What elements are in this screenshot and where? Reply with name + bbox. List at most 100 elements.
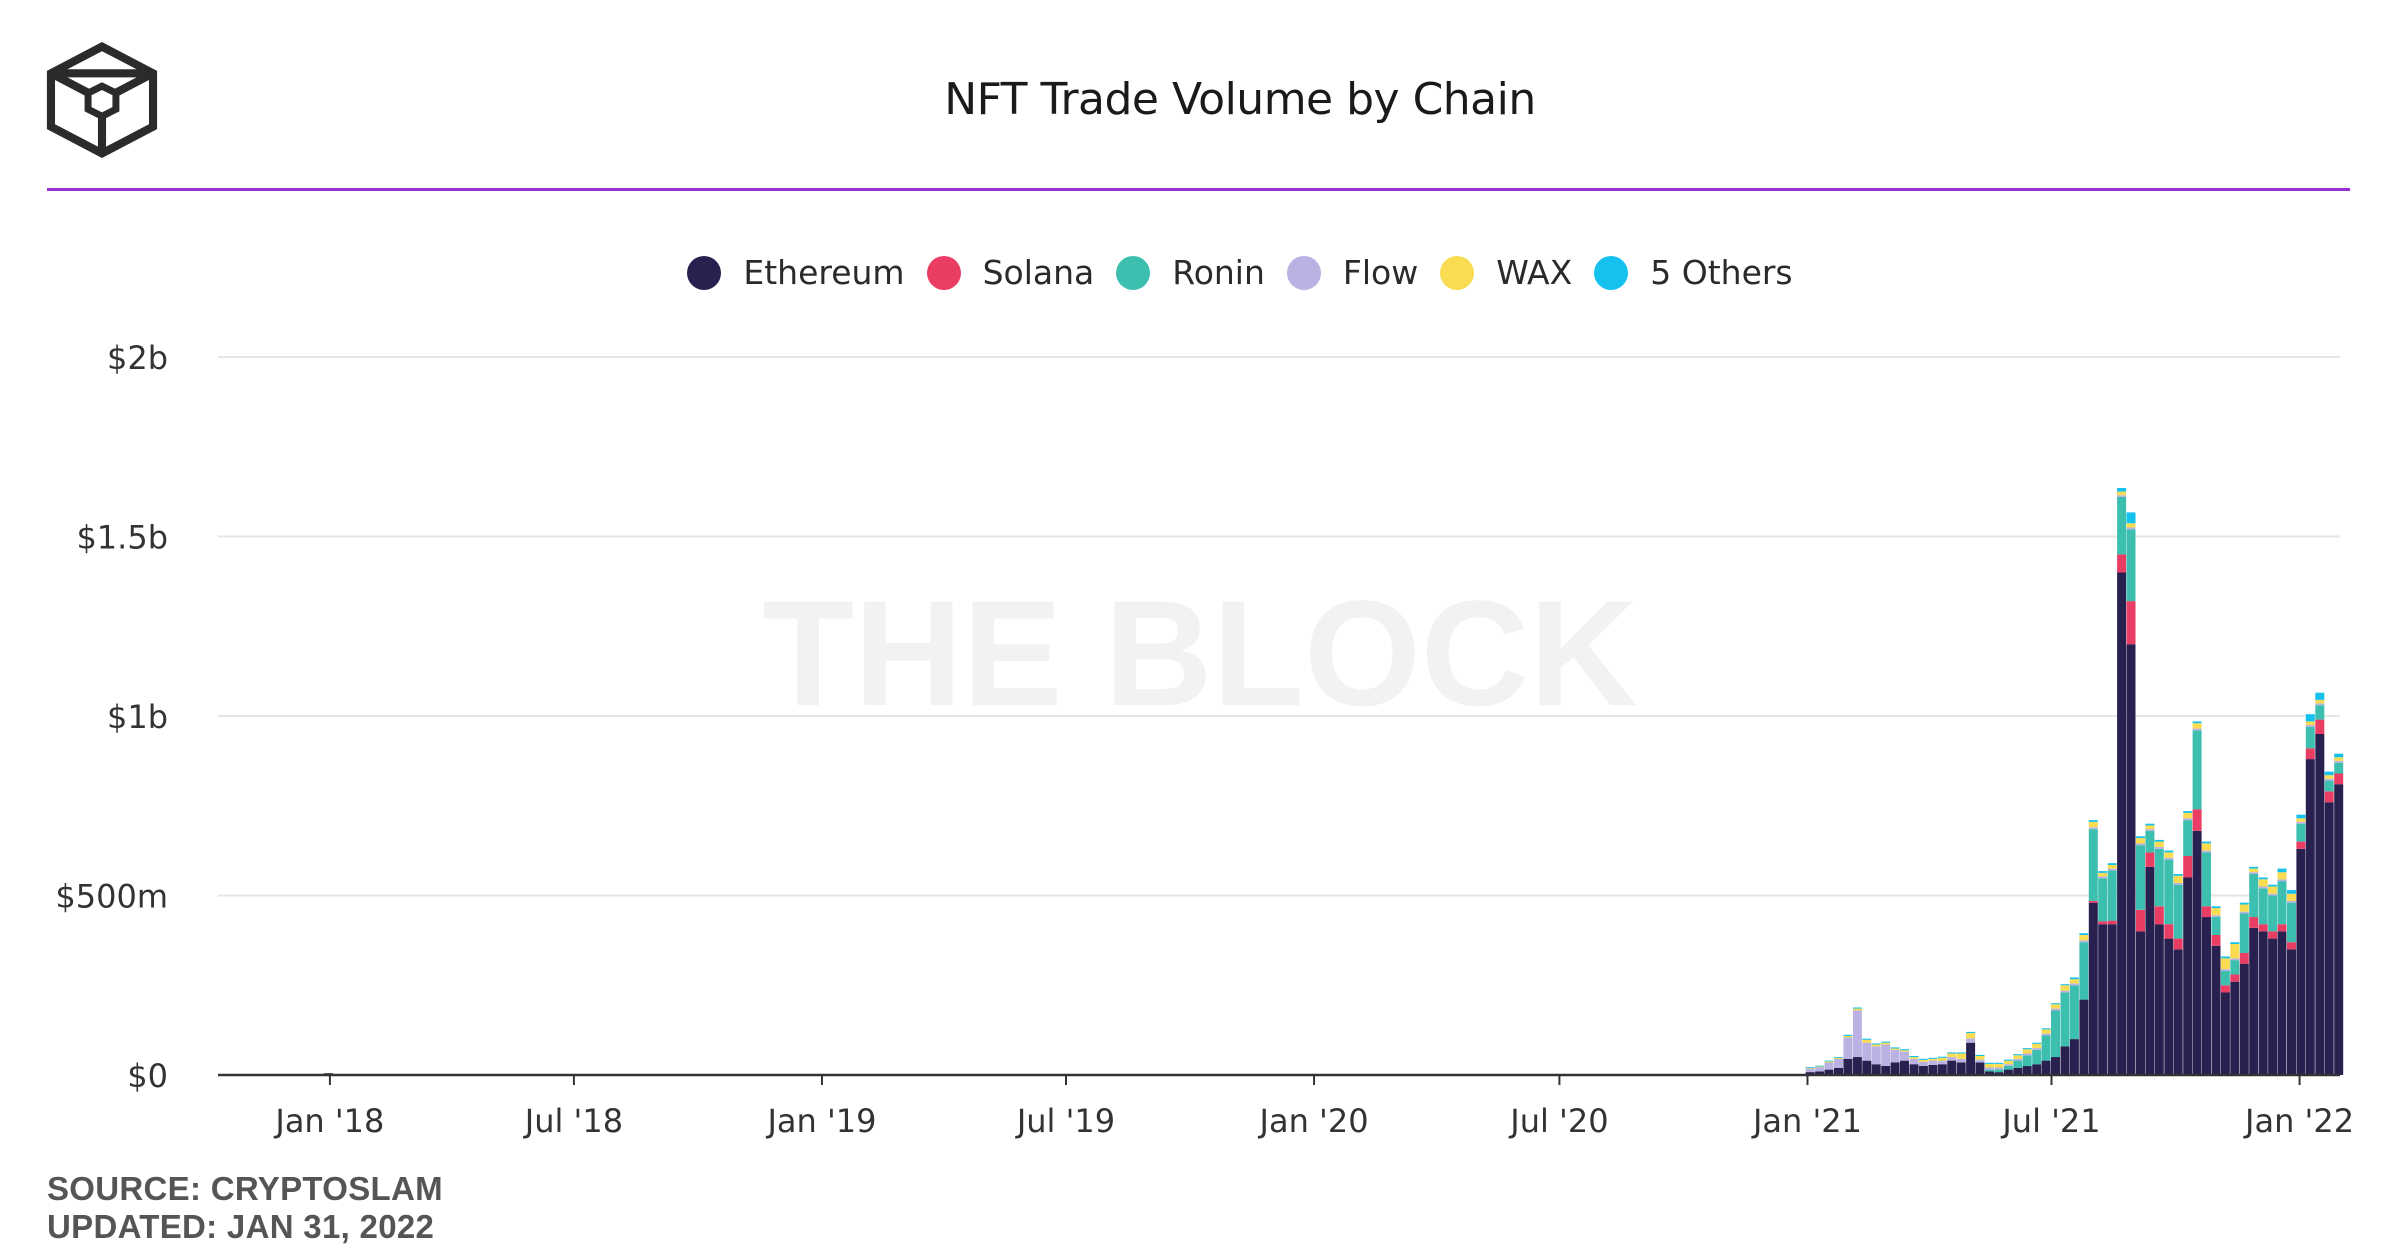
bar-segment[interactable]	[2258, 879, 2268, 887]
bar-segment[interactable]	[1909, 1056, 1919, 1058]
bar-segment[interactable]	[1890, 1048, 1900, 1050]
bar-segment[interactable]	[2211, 917, 2221, 935]
bar-segment[interactable]	[2136, 843, 2145, 846]
bar-segment[interactable]	[2060, 992, 2070, 1047]
bar-segment[interactable]	[2305, 726, 2315, 749]
bar-segment[interactable]	[2041, 1028, 2051, 1030]
bar-segment[interactable]	[2305, 714, 2315, 722]
bar-segment[interactable]	[2173, 884, 2183, 939]
bar-segment[interactable]	[1890, 1049, 1900, 1063]
bar-segment[interactable]	[2220, 970, 2230, 986]
bar-segment[interactable]	[2164, 857, 2174, 860]
bar-segment[interactable]	[1985, 1067, 1994, 1070]
bar-segment[interactable]	[2202, 850, 2211, 853]
bar-segment[interactable]	[1900, 1049, 1909, 1051]
bar-segment[interactable]	[2069, 983, 2079, 986]
bar-segment[interactable]	[2088, 900, 2098, 903]
bar-segment[interactable]	[2249, 917, 2259, 928]
bar-segment[interactable]	[2296, 821, 2306, 824]
bar-segment[interactable]	[2277, 868, 2287, 873]
bar-segment[interactable]	[1805, 1068, 1815, 1073]
bar-segment[interactable]	[2183, 811, 2193, 813]
bar-segment[interactable]	[1928, 1057, 1938, 1059]
bar-segment[interactable]	[2277, 872, 2287, 880]
bar-segment[interactable]	[2117, 491, 2127, 496]
bar-segment[interactable]	[2268, 938, 2278, 1075]
bar-segment[interactable]	[2230, 974, 2240, 982]
bar-segment[interactable]	[1862, 1039, 1872, 1043]
bar-segment[interactable]	[2003, 1066, 2013, 1070]
bar-segment[interactable]	[2022, 1055, 2032, 1067]
bar-segment[interactable]	[2098, 876, 2108, 879]
bar-segment[interactable]	[1985, 1069, 1994, 1072]
bar-segment[interactable]	[2334, 784, 2344, 1075]
bar-segment[interactable]	[2107, 870, 2117, 921]
bar-segment[interactable]	[2013, 1054, 2023, 1056]
bar-segment[interactable]	[2334, 773, 2344, 785]
bar-segment[interactable]	[1900, 1050, 1909, 1052]
bar-segment[interactable]	[1843, 1058, 1853, 1075]
bar-segment[interactable]	[2164, 859, 2174, 925]
bar-segment[interactable]	[1843, 1034, 1853, 1036]
bar-segment[interactable]	[2183, 856, 2193, 878]
bar-segment[interactable]	[2117, 495, 2127, 497]
bar-segment[interactable]	[2268, 931, 2278, 939]
bar-segment[interactable]	[2324, 791, 2334, 803]
bar-segment[interactable]	[1815, 1066, 1825, 1068]
bar-segment[interactable]	[1834, 1058, 1843, 1068]
bar-segment[interactable]	[1862, 1042, 1872, 1061]
bar-segment[interactable]	[2324, 802, 2334, 1075]
bar-segment[interactable]	[1805, 1067, 1815, 1068]
bar-segment[interactable]	[2287, 900, 2296, 903]
bar-segment[interactable]	[2287, 893, 2296, 901]
bar-segment[interactable]	[2069, 985, 2079, 1040]
bar-segment[interactable]	[2079, 999, 2089, 1075]
bar-segment[interactable]	[2136, 836, 2145, 839]
bar-segment[interactable]	[2107, 865, 2117, 869]
bar-segment[interactable]	[2088, 827, 2098, 830]
bar-segment[interactable]	[2230, 944, 2240, 959]
bar-segment[interactable]	[2183, 877, 2193, 1076]
bar-segment[interactable]	[2287, 902, 2296, 943]
bar-segment[interactable]	[2032, 1049, 2042, 1065]
bar-segment[interactable]	[1947, 1057, 1957, 1061]
bar-segment[interactable]	[2192, 728, 2202, 731]
bar-segment[interactable]	[2305, 721, 2315, 725]
bar-segment[interactable]	[1852, 1057, 1862, 1075]
bar-segment[interactable]	[2239, 911, 2249, 914]
bar-segment[interactable]	[2258, 924, 2268, 932]
legend-item[interactable]: Ethereum	[687, 253, 905, 292]
bar-segment[interactable]	[2032, 1043, 2042, 1049]
legend-item[interactable]: Flow	[1286, 253, 1418, 292]
bar-segment[interactable]	[2107, 868, 2117, 871]
bar-segment[interactable]	[2136, 931, 2145, 1075]
bar-segment[interactable]	[2154, 839, 2164, 842]
legend-item[interactable]: Ronin	[1116, 253, 1265, 292]
bar-segment[interactable]	[1975, 1054, 1985, 1056]
bar-segment[interactable]	[2107, 920, 2117, 925]
bar-segment[interactable]	[1994, 1067, 2004, 1070]
bar-segment[interactable]	[1824, 1062, 1834, 1070]
bar-segment[interactable]	[2164, 852, 2174, 858]
bar-segment[interactable]	[2315, 692, 2325, 700]
bar-segment[interactable]	[2079, 933, 2089, 935]
bar-segment[interactable]	[2145, 866, 2155, 1075]
bar-segment[interactable]	[1834, 1057, 1843, 1058]
bar-segment[interactable]	[2258, 877, 2268, 880]
bar-segment[interactable]	[2126, 601, 2136, 645]
bar-segment[interactable]	[2334, 757, 2344, 761]
bar-segment[interactable]	[1966, 1033, 1976, 1039]
bar-segment[interactable]	[1975, 1059, 1985, 1063]
bar-segment[interactable]	[2173, 882, 2183, 885]
bar-segment[interactable]	[1994, 1069, 2004, 1073]
bar-segment[interactable]	[1918, 1058, 1928, 1060]
bar-segment[interactable]	[2079, 940, 2089, 943]
bar-segment[interactable]	[2173, 938, 2183, 950]
bar-segment[interactable]	[2145, 823, 2155, 826]
bar-segment[interactable]	[1937, 1056, 1947, 1058]
bar-segment[interactable]	[2013, 1067, 2023, 1075]
bar-segment[interactable]	[2041, 1035, 2051, 1061]
bar-segment[interactable]	[2126, 512, 2136, 524]
bar-segment[interactable]	[2324, 771, 2334, 776]
bar-segment[interactable]	[2154, 924, 2164, 1075]
